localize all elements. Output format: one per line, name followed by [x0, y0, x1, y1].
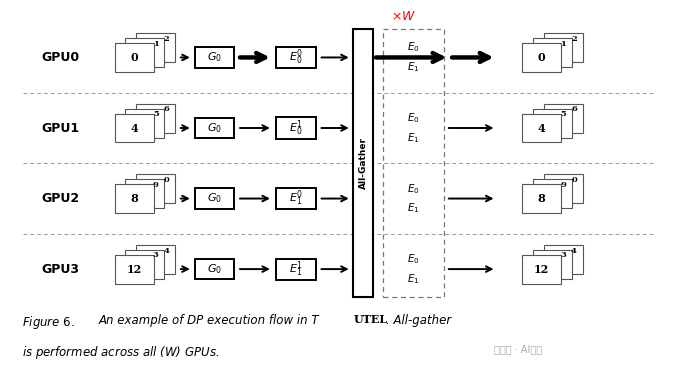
Text: 2: 2 [164, 35, 170, 43]
Text: 12: 12 [534, 264, 549, 274]
Text: $E_0$: $E_0$ [407, 252, 420, 266]
Bar [276, 188, 316, 209]
Text: 公众号 · AI闲谈: 公众号 · AI闲谈 [494, 344, 543, 354]
Text: 12: 12 [126, 264, 142, 274]
Bar [544, 104, 583, 132]
Bar [276, 117, 316, 139]
Text: 0: 0 [164, 176, 170, 184]
Bar [353, 29, 373, 297]
Text: 4: 4 [571, 247, 577, 254]
Text: $E_1^1$: $E_1^1$ [289, 259, 303, 279]
Bar [115, 43, 153, 72]
Text: is performed across all ($W$) GPUs.: is performed across all ($W$) GPUs. [22, 344, 219, 361]
Text: 6: 6 [164, 105, 170, 113]
Text: 5: 5 [560, 111, 566, 118]
Bar [126, 250, 164, 279]
Bar [522, 255, 561, 284]
Bar [383, 29, 444, 297]
Text: 0: 0 [538, 52, 545, 63]
Bar [522, 113, 561, 142]
Text: 4: 4 [130, 123, 138, 134]
Text: $E_1$: $E_1$ [407, 272, 420, 286]
Text: $G_0$: $G_0$ [207, 121, 223, 135]
Text: $E_1^0$: $E_1^0$ [289, 189, 303, 208]
Text: 6: 6 [571, 105, 577, 113]
Bar [126, 109, 164, 138]
Bar [533, 179, 572, 208]
Bar [126, 38, 164, 67]
Text: 3: 3 [153, 251, 159, 259]
Bar [276, 47, 316, 68]
Text: $\times W$: $\times W$ [391, 10, 416, 23]
Bar [544, 174, 583, 203]
Text: An example of DP execution flow in T: An example of DP execution flow in T [99, 314, 320, 327]
Text: 8: 8 [538, 193, 545, 204]
Text: 4: 4 [164, 247, 170, 254]
Text: $G_0$: $G_0$ [207, 262, 223, 276]
Text: GPU2: GPU2 [41, 192, 79, 205]
Bar [196, 47, 234, 68]
Text: All-Gather: All-Gather [359, 137, 367, 189]
Bar [115, 113, 153, 142]
Bar [544, 245, 583, 274]
Text: $\it{Figure\ 6.}$: $\it{Figure\ 6.}$ [22, 314, 75, 331]
Text: UTEL: UTEL [354, 314, 388, 325]
Bar [136, 174, 175, 203]
Text: 4: 4 [538, 123, 545, 134]
Text: $E_0$: $E_0$ [407, 182, 420, 195]
Text: $E_1$: $E_1$ [407, 202, 420, 215]
Text: . All-gather: . All-gather [386, 314, 452, 327]
Text: $E_1$: $E_1$ [407, 131, 420, 145]
Bar [136, 104, 175, 132]
Text: 5: 5 [153, 111, 159, 118]
Text: 3: 3 [560, 251, 566, 259]
Bar [196, 118, 234, 138]
Text: GPU1: GPU1 [41, 122, 79, 134]
Text: 0: 0 [571, 176, 577, 184]
Bar [136, 245, 175, 274]
Text: 1: 1 [560, 40, 566, 48]
Text: $G_0$: $G_0$ [207, 192, 223, 205]
Text: 0: 0 [130, 52, 138, 63]
Text: $E_0$: $E_0$ [407, 111, 420, 125]
Bar [522, 43, 561, 72]
Bar [126, 179, 164, 208]
Bar [533, 38, 572, 67]
Bar [136, 33, 175, 62]
Text: $E_0^1$: $E_0^1$ [289, 118, 303, 138]
Text: $E_1$: $E_1$ [407, 60, 420, 74]
Bar [544, 33, 583, 62]
Text: $E_0$: $E_0$ [407, 41, 420, 55]
Bar [533, 250, 572, 279]
Bar [196, 259, 234, 279]
Bar [276, 258, 316, 280]
Bar [522, 184, 561, 213]
Bar [196, 188, 234, 209]
Text: $E_0^0$: $E_0^0$ [289, 48, 303, 67]
Text: 9: 9 [153, 181, 159, 189]
Text: 8: 8 [130, 193, 138, 204]
Text: GPU0: GPU0 [41, 51, 79, 64]
Text: 1: 1 [153, 40, 159, 48]
Bar [533, 109, 572, 138]
Text: $G_0$: $G_0$ [207, 51, 223, 64]
Text: 9: 9 [560, 181, 566, 189]
Text: GPU3: GPU3 [41, 262, 79, 276]
Text: 2: 2 [571, 35, 577, 43]
Bar [115, 184, 153, 213]
Bar [115, 255, 153, 284]
